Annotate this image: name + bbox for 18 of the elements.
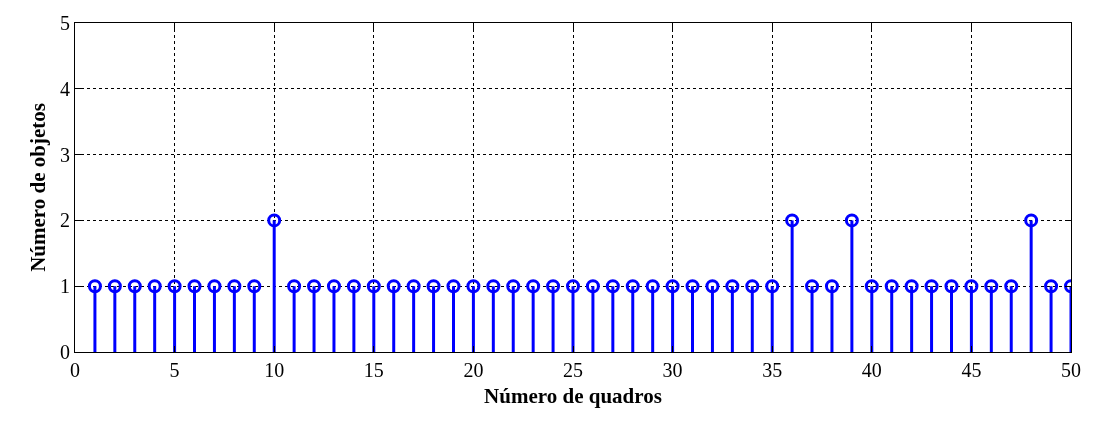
y-tick-label: 3 [60, 143, 70, 166]
y-axis-title: Número de objetos [26, 103, 51, 272]
x-axis-title: Número de quadros [484, 384, 662, 409]
y-tick-label: 5 [60, 12, 70, 34]
x-tick-label: 25 [563, 359, 583, 381]
x-tick-label: 35 [762, 359, 783, 381]
x-tick-label: 5 [169, 359, 180, 381]
x-tick-label: 20 [463, 359, 484, 381]
x-tick-label: 10 [264, 359, 285, 381]
y-tick-label: 1 [60, 275, 70, 298]
x-tick-label: 50 [1061, 359, 1081, 381]
x-tick-label: 40 [861, 359, 882, 381]
y-tick-label: 2 [60, 209, 70, 232]
x-tick-label: 15 [363, 359, 384, 381]
x-tick-label: 45 [961, 359, 982, 381]
x-tick-label: 30 [662, 359, 683, 381]
y-tick-label: 4 [60, 77, 70, 100]
y-tick-label: 0 [60, 341, 70, 363]
